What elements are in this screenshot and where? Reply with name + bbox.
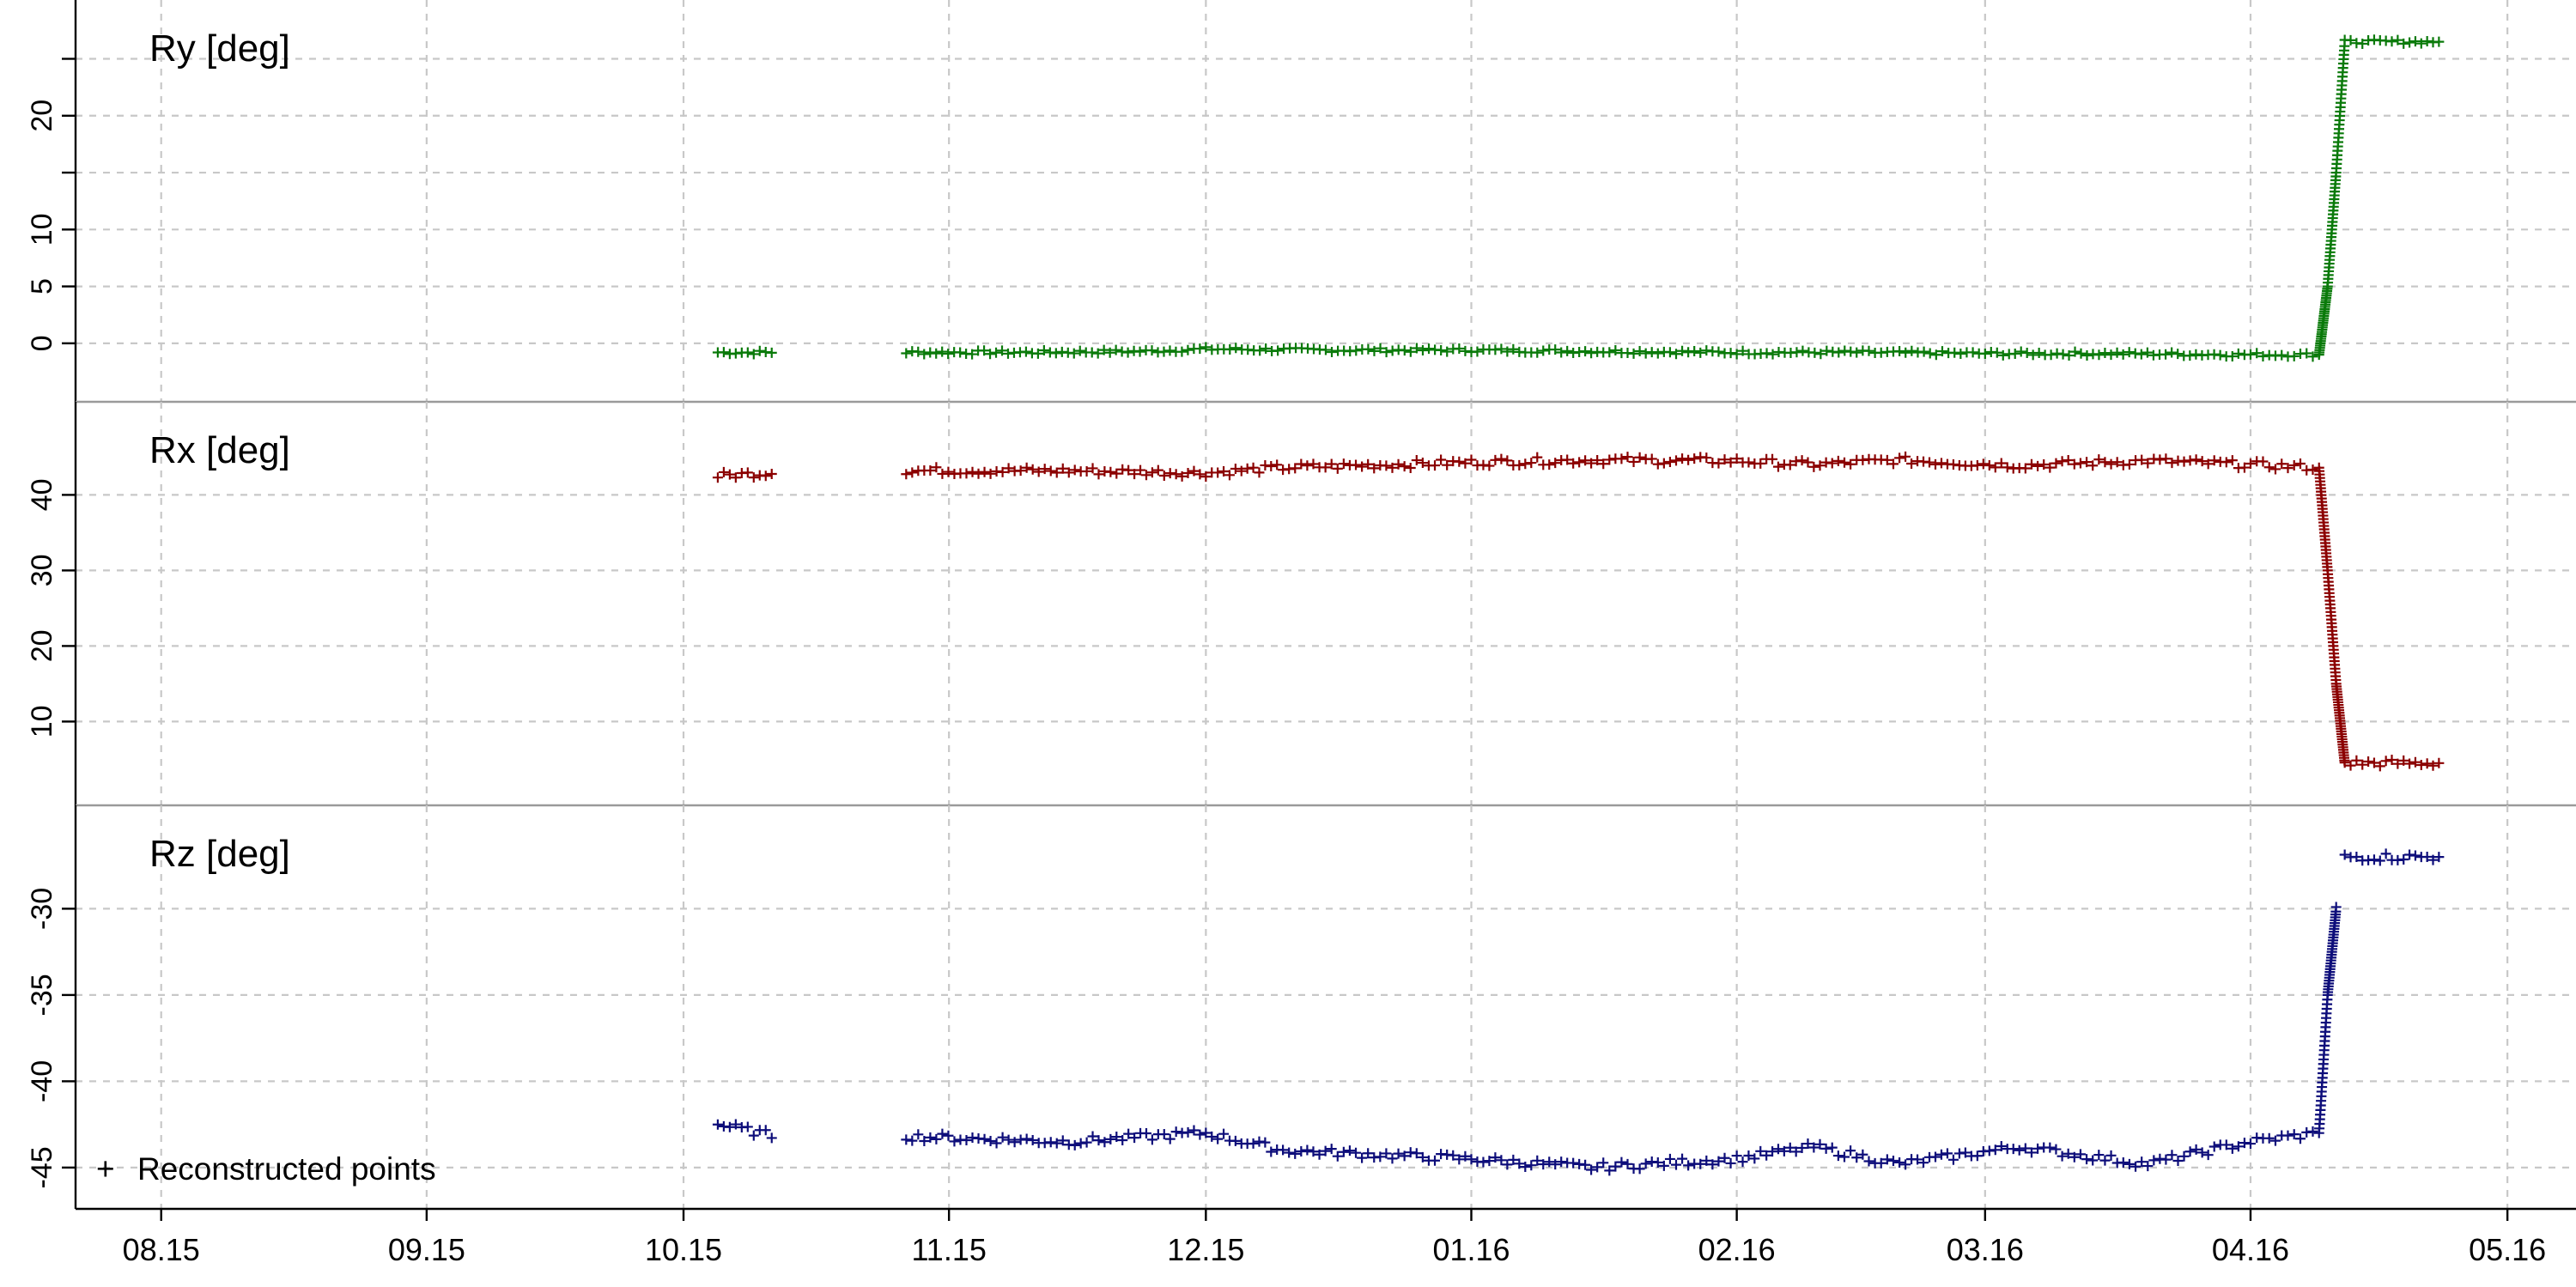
legend-symbol: + bbox=[96, 1151, 115, 1187]
panel-rz: -45 -40 -35 -30 Rz [deg] bbox=[26, 805, 2576, 1209]
x-tick-label: 12.15 bbox=[1167, 1232, 1244, 1267]
y-tick-label: 30 bbox=[26, 554, 58, 586]
y-ticks-rx: 10 20 30 40 bbox=[26, 478, 76, 738]
series-rz-points bbox=[712, 848, 2445, 1176]
x-tick-label: 04.16 bbox=[2212, 1232, 2289, 1267]
y-tick-label: 10 bbox=[26, 213, 58, 246]
x-tick-label: 09.15 bbox=[388, 1232, 465, 1267]
panel-ry: 0 5 10 20 Ry [deg] bbox=[26, 0, 2576, 402]
y-tick-label: 40 bbox=[26, 478, 58, 511]
panel-rx: 10 20 30 40 Rx [deg] bbox=[26, 402, 2576, 805]
y-tick-label: 5 bbox=[26, 278, 58, 294]
x-tick-label: 05.16 bbox=[2469, 1232, 2546, 1267]
x-tick-label: 08.15 bbox=[123, 1232, 200, 1267]
y-tick-label: 20 bbox=[26, 100, 58, 132]
x-tick-label: 10.15 bbox=[645, 1232, 722, 1267]
legend: + Reconstructed points bbox=[96, 1151, 436, 1187]
series-rx-points bbox=[712, 451, 2445, 772]
panel-title-rz: Rz [deg] bbox=[149, 833, 290, 875]
y-tick-label: -35 bbox=[26, 974, 58, 1016]
x-tick-label: 11.15 bbox=[911, 1232, 986, 1267]
x-ticks: 08.15 09.15 10.15 11.15 12.15 01.16 02.16 03.16… bbox=[123, 1209, 2546, 1267]
x-tick-label: 01.16 bbox=[1432, 1232, 1510, 1267]
x-tick-label: 02.16 bbox=[1698, 1232, 1776, 1267]
legend-label: Reconstructed points bbox=[137, 1151, 436, 1187]
y-tick-label: -30 bbox=[26, 888, 58, 930]
grid-rx bbox=[76, 402, 2576, 805]
panel-title-rx: Rx [deg] bbox=[149, 429, 290, 471]
y-tick-label: 20 bbox=[26, 629, 58, 662]
y-tick-label: 10 bbox=[26, 705, 58, 738]
panel-title-ry: Ry [deg] bbox=[149, 27, 290, 70]
series-ry-points bbox=[712, 34, 2445, 362]
grid-rz bbox=[76, 805, 2576, 1209]
grid-ry bbox=[76, 0, 2576, 402]
y-ticks-ry: 0 5 10 20 bbox=[26, 58, 76, 351]
y-tick-label: 0 bbox=[26, 335, 58, 351]
x-tick-label: 03.16 bbox=[1947, 1232, 2024, 1267]
y-ticks-rz: -45 -40 -35 -30 bbox=[26, 888, 76, 1188]
y-tick-label: -45 bbox=[26, 1146, 58, 1188]
y-tick-label: -40 bbox=[26, 1060, 58, 1102]
